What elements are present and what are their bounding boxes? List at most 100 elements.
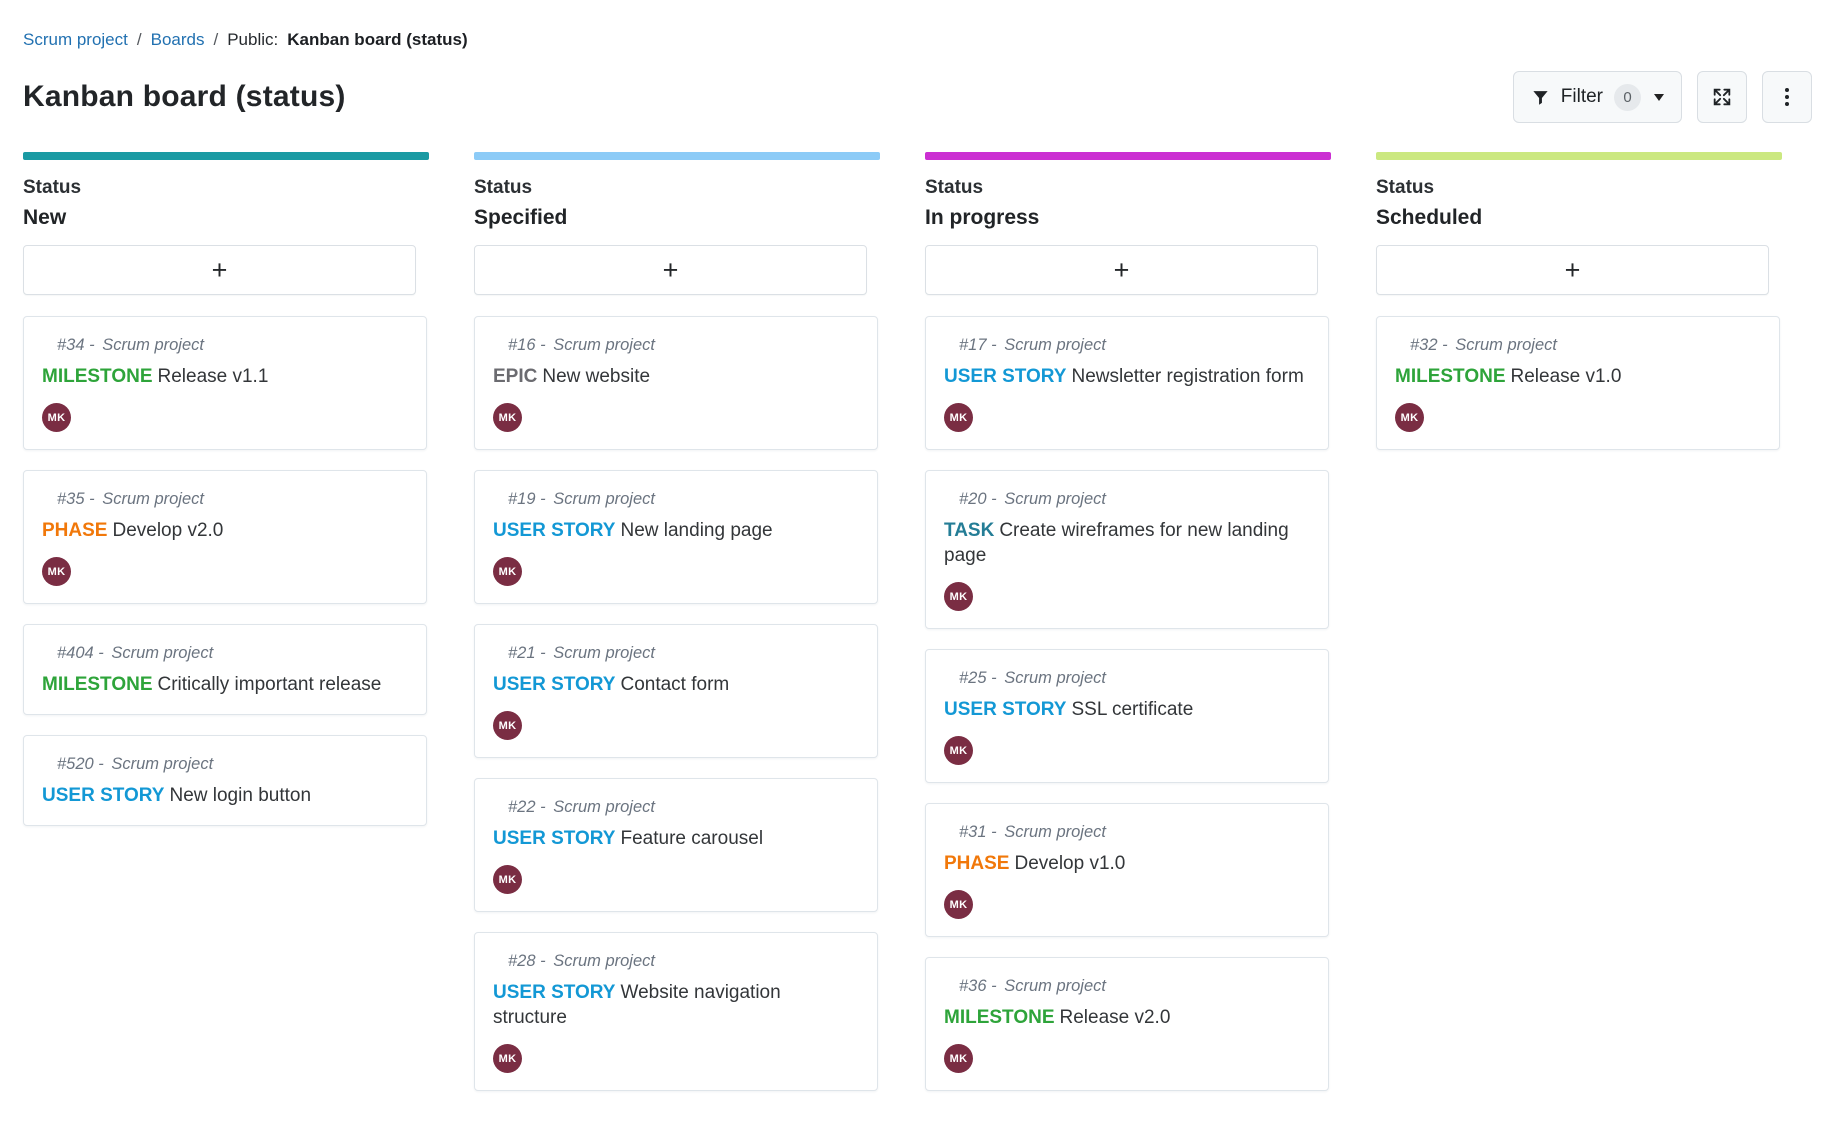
card-type-label: USER STORY [944, 366, 1067, 387]
card-title: Develop v2.0 [112, 520, 224, 542]
card-type-label: PHASE [944, 853, 1010, 875]
card-title: Create wireframes for new landing page [944, 520, 1289, 567]
card-project: Scrum project [102, 336, 204, 354]
column-color-bar [23, 152, 429, 160]
filter-button[interactable]: Filter 0 [1512, 71, 1682, 123]
card-id: #28 - [508, 952, 551, 971]
column-attribute-label: Status [23, 177, 82, 198]
card-project: Scrum project [553, 644, 655, 663]
card-project: Scrum project [1455, 336, 1557, 354]
card-title: Develop v1.0 [1014, 853, 1126, 875]
add-card-button[interactable]: + [474, 245, 867, 295]
filter-label: Filter [1560, 86, 1603, 107]
card-id: #21 - [508, 644, 551, 663]
work-package-card[interactable]: #22 - Scrum project USER STORY Feature ca… [474, 778, 878, 913]
column-status-name: In progress [925, 206, 1040, 229]
card-id: #34 - [57, 336, 100, 354]
work-package-card[interactable]: #34 - Scrum project MILESTONE Release v1.… [23, 316, 427, 451]
card-type-label: MILESTONE [944, 1007, 1055, 1029]
board-column: Status In progress + #17 - Scrum project… [925, 152, 1331, 1092]
work-package-card[interactable]: #31 - Scrum project PHASE Develop v1.0 MK [925, 803, 1329, 938]
column-card-list: #32 - Scrum project MILESTONE Release v1.… [1376, 316, 1782, 451]
card-title: Contact form [620, 674, 730, 696]
card-type-label: MILESTONE [1395, 366, 1506, 387]
card-id: #35 - [57, 490, 100, 509]
header-row: Kanban board (status) Filter 0 [23, 71, 1812, 123]
work-package-card[interactable]: #21 - Scrum project USER STORY Contact fo… [474, 624, 878, 759]
card-id: #16 - [508, 336, 551, 354]
card-type-label: MILESTONE [42, 366, 153, 387]
add-card-button[interactable]: + [925, 245, 1318, 295]
work-package-card[interactable]: #36 - Scrum project MILESTONE Release v2.… [925, 957, 1329, 1092]
breadcrumb-link-project[interactable]: Scrum project [23, 30, 128, 49]
add-card-button[interactable]: + [1376, 245, 1769, 295]
work-package-card[interactable]: #32 - Scrum project MILESTONE Release v1.… [1376, 316, 1780, 451]
card-type-label: MILESTONE [42, 674, 153, 696]
column-card-list: #16 - Scrum project EPIC New website MK #… [474, 316, 880, 1092]
avatar: MK [493, 403, 522, 433]
card-project: Scrum project [553, 490, 655, 509]
avatar: MK [42, 557, 71, 587]
breadcrumb-separator: / [213, 30, 219, 49]
work-package-card[interactable]: #35 - Scrum project PHASE Develop v2.0 MK [23, 470, 427, 605]
board-column: Status Scheduled + #32 - Scrum project M… [1376, 152, 1782, 451]
card-type-label: TASK [944, 520, 995, 542]
work-package-card[interactable]: #25 - Scrum project USER STORY SSL certif… [925, 649, 1329, 784]
chevron-down-icon [1654, 93, 1664, 101]
breadcrumb-link-boards[interactable]: Boards [150, 30, 205, 49]
work-package-card[interactable]: #16 - Scrum project EPIC New website MK [474, 316, 878, 451]
expand-arrows-icon [1711, 86, 1733, 108]
card-type-label: USER STORY [493, 674, 616, 696]
work-package-card[interactable]: #404 - Scrum project MILESTONE Critically… [23, 624, 427, 716]
card-project: Scrum project [1004, 669, 1106, 688]
card-title: Release v1.1 [157, 366, 269, 387]
work-package-card[interactable]: #17 - Scrum project USER STORY Newsletter… [925, 316, 1329, 451]
card-project: Scrum project [1004, 490, 1106, 509]
fullscreen-button[interactable] [1697, 71, 1747, 123]
add-card-button[interactable]: + [23, 245, 416, 295]
avatar: MK [493, 1044, 522, 1074]
board-column: Status Specified + #16 - Scrum project E… [474, 152, 880, 1092]
card-project: Scrum project [1004, 977, 1106, 996]
board-columns: Status New + #34 - Scrum project MILESTO… [23, 152, 1812, 1092]
card-title: New website [542, 366, 651, 387]
card-title: Critically important release [157, 674, 382, 696]
board-toolbar: Filter 0 [1512, 71, 1812, 123]
filter-count-badge: 0 [1614, 83, 1641, 111]
column-status-name: New [23, 206, 67, 229]
avatar: MK [42, 403, 71, 433]
card-title: SSL certificate [1071, 699, 1194, 721]
avatar: MK [493, 557, 522, 587]
breadcrumb: Scrum project / Boards / Public: Kanban … [23, 30, 1812, 50]
avatar: MK [493, 865, 522, 895]
breadcrumb-current-page: Kanban board (status) [287, 30, 468, 49]
work-package-card[interactable]: #520 - Scrum project USER STORY New login… [23, 735, 427, 827]
column-attribute-label: Status [925, 177, 984, 198]
work-package-card[interactable]: #19 - Scrum project USER STORY New landin… [474, 470, 878, 605]
breadcrumb-separator: / [136, 30, 142, 49]
kebab-menu-icon [1784, 85, 1790, 109]
column-color-bar [1376, 152, 1782, 160]
avatar: MK [493, 711, 522, 741]
column-status-name: Specified [474, 206, 568, 229]
work-package-card[interactable]: #20 - Scrum project TASK Create wireframe… [925, 470, 1329, 630]
avatar: MK [944, 890, 973, 920]
card-title: Newsletter registration form [1071, 366, 1304, 387]
card-id: #404 - [57, 644, 109, 663]
card-id: #520 - [57, 755, 109, 774]
card-id: #25 - [959, 669, 1002, 688]
card-type-label: USER STORY [493, 982, 616, 1004]
card-type-label: USER STORY [42, 785, 165, 807]
funnel-icon [1531, 88, 1550, 107]
board-menu-button[interactable] [1762, 71, 1812, 123]
card-type-label: USER STORY [493, 828, 616, 850]
card-id: #20 - [959, 490, 1002, 509]
avatar: MK [944, 582, 973, 612]
card-project: Scrum project [111, 644, 214, 663]
card-title: New landing page [620, 520, 773, 542]
card-project: Scrum project [553, 798, 655, 817]
card-type-label: EPIC [493, 366, 538, 387]
breadcrumb-visibility-prefix: Public: [227, 30, 279, 49]
work-package-card[interactable]: #28 - Scrum project USER STORY Website na… [474, 932, 878, 1092]
